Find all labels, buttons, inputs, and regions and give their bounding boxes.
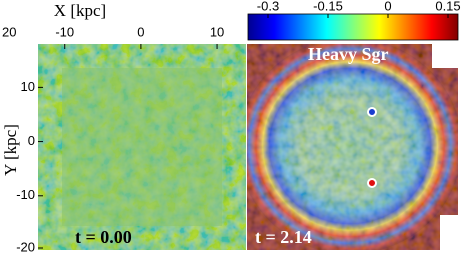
x-tick-label: 0 [137, 24, 144, 39]
left-panel [38, 44, 246, 250]
panel-label: t = 2.14 [255, 227, 312, 247]
panel-label: t = 0.00 [75, 227, 132, 247]
panel-title: Heavy Sgr [308, 44, 389, 64]
colorbar-tick-label: 0 [384, 0, 391, 13]
y-tick-label: 0 [28, 133, 35, 148]
x-tick-label: -10 [55, 24, 74, 39]
colorbar-tick-label: 0.15 [435, 0, 460, 13]
x-tick-label: 20 [2, 24, 16, 39]
colorbar-tick-label: -0.15 [313, 0, 343, 13]
colorbar [247, 13, 459, 41]
colorbar-tick-label: -0.3 [257, 0, 279, 13]
y-tick-label: 10 [21, 79, 35, 94]
right-panel [247, 44, 458, 250]
y-tick-label: -10 [16, 187, 35, 202]
y-axis-label: Y [kpc] [1, 124, 20, 176]
x-tick-label: 10 [210, 24, 224, 39]
y-tick-label: -20 [16, 239, 35, 254]
x-axis-label: X [kpc] [54, 1, 106, 20]
